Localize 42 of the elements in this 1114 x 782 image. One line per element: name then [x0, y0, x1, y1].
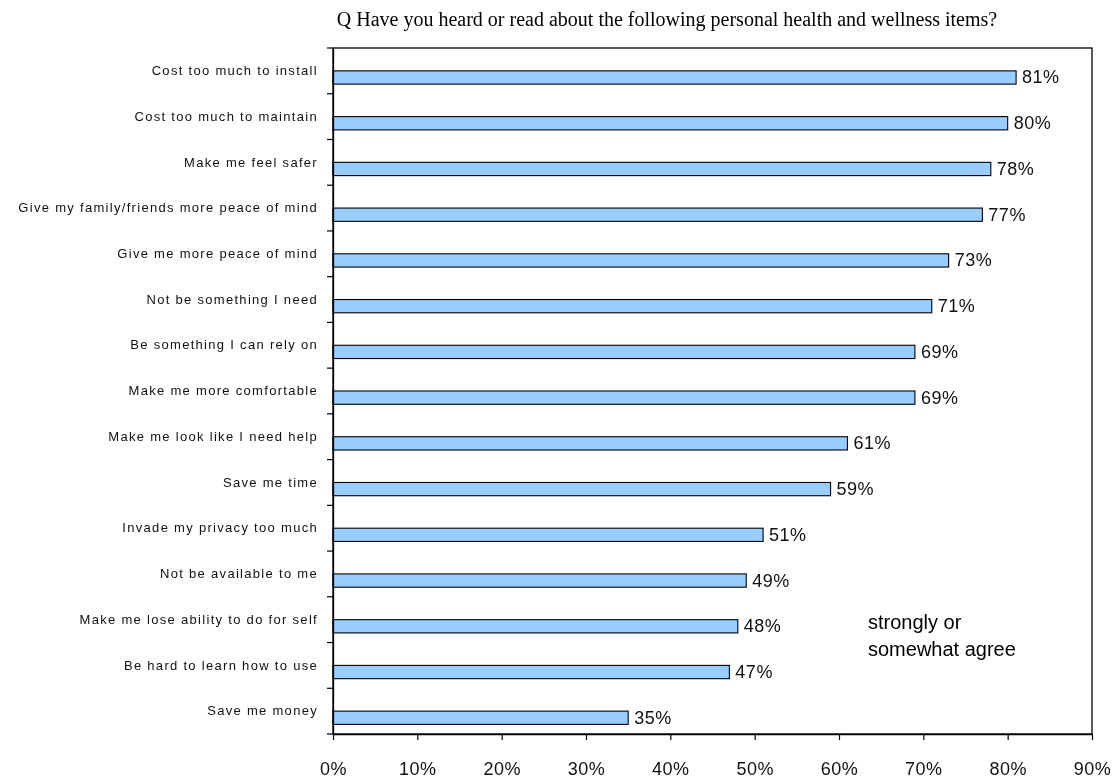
x-tick-label: 90% — [1073, 758, 1112, 779]
y-tick-label: Invade my privacy too much — [122, 520, 318, 536]
data-label: 51% — [769, 524, 807, 545]
data-label: 59% — [836, 479, 875, 500]
data-label: 77% — [988, 204, 1026, 225]
data-label: 69% — [920, 387, 959, 408]
data-label: 35% — [634, 707, 672, 728]
y-tick-label: Not be something I need — [146, 291, 318, 307]
y-tick-label: Make me more comfortable — [128, 383, 318, 399]
y-tick-label: Cost too much to maintain — [134, 108, 318, 124]
x-tick-label: 10% — [399, 758, 437, 779]
data-label: 69% — [920, 341, 959, 362]
y-tick-label: Give my family/friends more peace of mind — [18, 200, 318, 216]
x-tick-label: 0% — [319, 758, 348, 779]
data-label: 61% — [853, 433, 891, 454]
data-label: 78% — [996, 158, 1035, 179]
data-label: 49% — [752, 570, 790, 591]
data-label: 73% — [954, 250, 993, 271]
x-tick-label: 70% — [905, 758, 943, 779]
x-tick-label: 60% — [820, 758, 859, 779]
x-tick-label: 20% — [483, 758, 521, 779]
y-tick-label: Save me money — [207, 703, 318, 719]
y-tick-label: Make me feel safer — [184, 154, 318, 170]
y-tick-label: Make me look like I need help — [108, 428, 318, 444]
annotation: strongly or somewhat agree — [868, 611, 1016, 660]
y-tick-label: Save me time — [222, 474, 318, 490]
data-label: 47% — [735, 662, 773, 683]
y-tick-label: Make me lose ability to do for self — [79, 611, 318, 627]
data-label: 71% — [937, 296, 976, 317]
data-label: 81% — [1022, 67, 1060, 88]
x-tick-label: 30% — [567, 758, 606, 779]
y-tick-label: Be something I can rely on — [130, 337, 318, 353]
data-label: 48% — [743, 616, 782, 637]
y-tick-label: Not be available to me — [160, 566, 318, 582]
y-tick-label: Be hard to learn how to use — [123, 657, 318, 673]
x-tick-label: 80% — [989, 758, 1027, 779]
chart-title: Q Have you heard or read about the following personal health and wellness items? — [336, 8, 998, 31]
x-tick-label: 50% — [736, 758, 774, 779]
y-tick-label: Give me more peace of mind — [117, 245, 318, 261]
x-tick-label: 40% — [652, 758, 690, 779]
y-tick-label: Cost too much to install — [151, 63, 318, 79]
data-label: 80% — [1013, 113, 1052, 134]
